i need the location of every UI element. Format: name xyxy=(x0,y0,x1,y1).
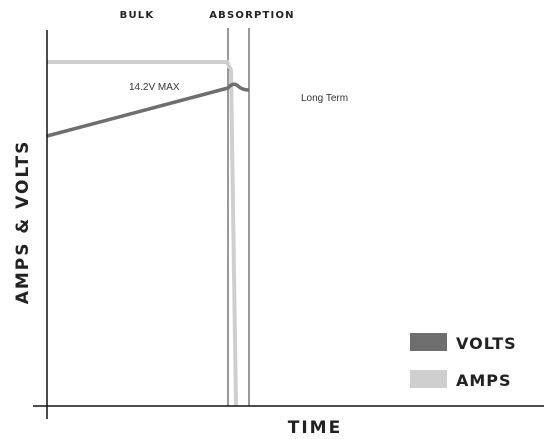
max-voltage-annotation: 14.2V MAX xyxy=(129,82,180,93)
legend-swatch-volts xyxy=(410,333,447,351)
stage-label-absorption: ABSORPTION xyxy=(209,10,295,21)
legend-label-amps: AMPS xyxy=(456,371,512,390)
legend: VOLTS AMPS xyxy=(410,333,517,390)
legend-label-volts: VOLTS xyxy=(456,334,517,353)
amps-series-line xyxy=(47,60,238,407)
legend-swatch-amps xyxy=(410,370,447,388)
volts-series-line xyxy=(46,82,250,138)
x-axis-label: TIME xyxy=(288,418,342,438)
stage-label-bulk: BULK xyxy=(120,10,155,21)
float-annotation: Long Term xyxy=(301,93,348,104)
y-axis-label: AMPS & VOLTS xyxy=(13,140,33,305)
